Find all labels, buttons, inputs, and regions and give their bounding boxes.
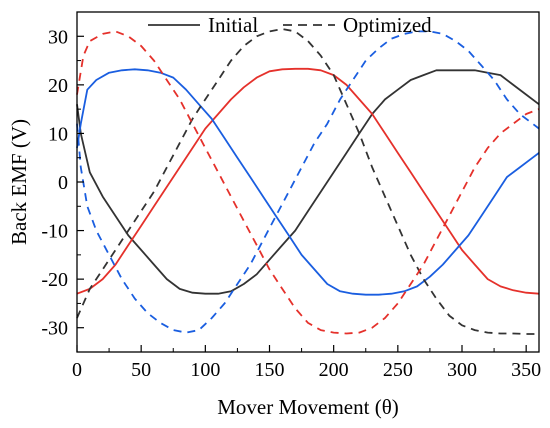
- x-tick-label: 300: [447, 359, 477, 381]
- x-tick-label: 350: [511, 359, 541, 381]
- y-tick-label: -30: [41, 318, 68, 340]
- series-line-initial-2: [76, 68, 540, 296]
- series-layer: [76, 28, 540, 335]
- y-tick-label: 10: [48, 123, 68, 145]
- legend-label-optimized: Optimized: [343, 13, 432, 37]
- x-tick-label: 50: [131, 359, 151, 381]
- legend-label-initial: Initial: [208, 13, 258, 37]
- series-line-initial-1: [76, 67, 540, 295]
- y-tick-label: 20: [48, 75, 68, 97]
- y-tick-layer: -30 -20 -10 0 10 20 30: [41, 11, 84, 353]
- y-axis-label: Back EMF (V): [7, 119, 31, 245]
- x-tick-layer: 0 50 100 150 200 250 300 350: [72, 345, 541, 381]
- y-tick-label: -10: [41, 221, 68, 243]
- legend: Initial Optimized: [148, 13, 432, 37]
- x-tick-label: 250: [383, 359, 413, 381]
- x-axis-label: Mover Movement (θ): [217, 395, 399, 419]
- x-tick-label: 200: [319, 359, 349, 381]
- y-tick-label: -20: [41, 269, 68, 291]
- series-line-optimized-5: [76, 30, 540, 334]
- x-tick-label: 100: [190, 359, 220, 381]
- series-line-optimized-3: [76, 28, 539, 335]
- series-line-optimized-4: [76, 30, 540, 335]
- x-tick-label: 0: [72, 359, 82, 381]
- series-line-initial-0: [76, 69, 540, 295]
- y-tick-label: 0: [58, 172, 68, 194]
- y-tick-label: 30: [48, 26, 68, 48]
- plot-frame: [76, 11, 540, 353]
- x-tick-label: 150: [255, 359, 285, 381]
